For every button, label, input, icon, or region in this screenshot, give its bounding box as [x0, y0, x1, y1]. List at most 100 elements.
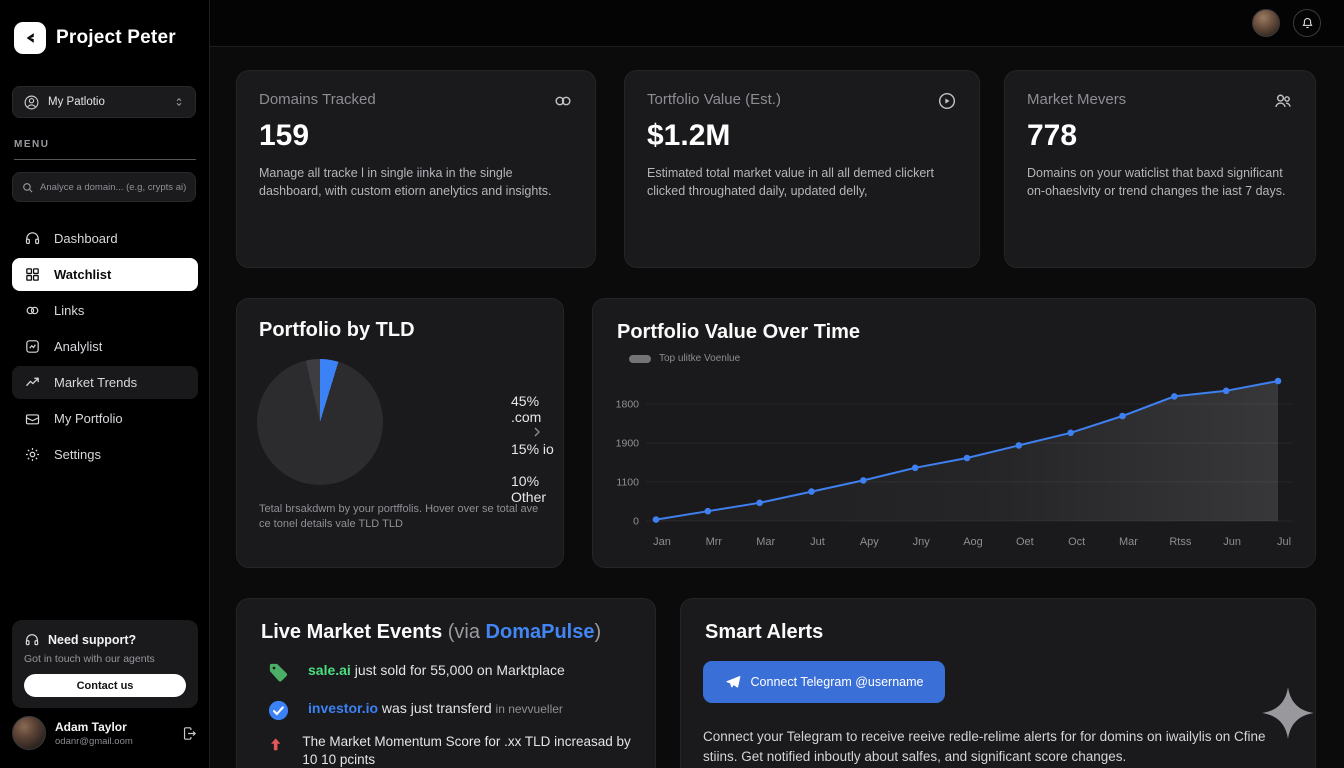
svg-text:Oct: Oct — [1068, 536, 1085, 548]
sidebar-item-watchlist[interactable]: Watchlist — [12, 258, 198, 291]
nav-label: Settings — [54, 447, 101, 462]
nav-label: My Portfolio — [54, 411, 123, 426]
event-domain[interactable]: investor.io — [308, 700, 379, 716]
search-input[interactable] — [40, 181, 187, 193]
legend-label: Top ulitke Voenlue — [659, 353, 741, 364]
trend-up-icon — [26, 377, 39, 387]
search-icon — [23, 182, 33, 192]
nav-label: Dashboard — [54, 231, 118, 246]
topbar-avatar[interactable] — [1252, 9, 1280, 37]
smart-alerts-card: Smart Alerts Connect Telegram @username … — [680, 598, 1316, 768]
nav-label: Links — [54, 303, 85, 318]
legend-item-io: 15% io — [511, 441, 554, 457]
logo: Project Peter — [14, 22, 176, 54]
stat-card-domains-tracked: Domains Tracked 159 Manage all tracke l … — [236, 70, 596, 268]
portfolio-by-tld-card: Portfolio by TLD 45% .com 15% io 10% Oth… — [236, 298, 564, 568]
workspace-selector[interactable]: My Patlotio — [12, 86, 196, 118]
sidebar-item-settings[interactable]: Settings — [12, 438, 198, 471]
legend-swatch — [629, 354, 651, 363]
event-transfer: investor.io was just transferd in nevvue… — [267, 699, 563, 722]
sidebar-item-market-trends[interactable]: Market Trends — [12, 366, 198, 399]
tag-icon — [269, 663, 288, 682]
svg-text:Jan: Jan — [653, 536, 671, 548]
check-circle-icon — [268, 700, 289, 721]
user-email: odanr@gmail.oom — [55, 735, 133, 747]
briefcase-icon — [25, 414, 40, 425]
stat-title: Market Mevers — [1027, 91, 1127, 108]
tld-card-title: Portfolio by TLD — [259, 319, 415, 341]
portfolio-value-chart-card: Portfolio Value Over Time Top ulitke Voe… — [592, 298, 1316, 568]
legend-item-com: 45% .com — [511, 393, 542, 425]
stat-title: Tortfolio Value (Est.) — [647, 91, 781, 108]
alerts-description: Connect your Telegram to receive reeive … — [703, 729, 1266, 764]
stat-description: Domains on your waticlist that baxd sign… — [1027, 166, 1286, 198]
person-circle-icon — [24, 95, 39, 109]
menu-section-label: MENU — [14, 139, 50, 150]
chart-title: Portfolio Value Over Time — [617, 321, 861, 343]
contact-us-button[interactable]: Contact us — [24, 674, 186, 697]
sidebar-item-links[interactable]: Links — [12, 294, 198, 327]
headset-icon — [25, 634, 39, 646]
portfolio-line-chart: 0 1100 1900 1800 Jan Mrr Mar Jut Apy Jny Aog Oet Oct… — [616, 377, 1293, 548]
nav-label: Analylist — [54, 339, 103, 354]
disc-play-icon — [938, 92, 956, 110]
events-card-title: Live Market Events (via DomaPulse) — [261, 621, 631, 644]
notifications-button[interactable] — [1293, 9, 1321, 37]
connect-telegram-button[interactable]: Connect Telegram @username — [703, 661, 945, 703]
stat-description: Manage all tracke l in single iinka in t… — [259, 166, 552, 198]
sparkle-icon — [1262, 687, 1314, 739]
tld-footer-note: Tetal brsakdwm by your portffolis. Hover… — [259, 503, 539, 530]
stat-value: 159 — [259, 119, 310, 152]
svg-text:Apy: Apy — [860, 536, 879, 548]
stat-description: Estimated total market value in all all … — [647, 166, 934, 198]
svg-text:Jny: Jny — [913, 536, 931, 548]
svg-text:Oet: Oet — [1016, 536, 1034, 548]
connect-telegram-label: Connect Telegram @username — [750, 675, 924, 689]
svg-text:Jun: Jun — [1223, 536, 1241, 548]
legend-item-other: 10% Other — [511, 473, 547, 505]
chevron-up-down-icon — [176, 98, 182, 106]
domapulse-link[interactable]: DomaPulse — [485, 621, 595, 643]
user-name: Adam Taylor — [55, 719, 127, 734]
sidebar: Project Peter My Patlotio MENU Dashboard… — [0, 0, 210, 768]
users-icon — [1275, 94, 1291, 108]
support-title: Need support? — [48, 633, 137, 647]
svg-text:1800: 1800 — [616, 399, 640, 411]
svg-text:1100: 1100 — [616, 477, 639, 489]
link-icon — [26, 306, 39, 315]
chevron-right-icon[interactable] — [529, 423, 545, 441]
gear-icon — [25, 447, 40, 462]
event-sale: sale.ai just sold for 55,000 on Marktpla… — [267, 661, 565, 684]
stat-title: Domains Tracked — [259, 91, 376, 108]
event-text: was just transferd — [381, 700, 492, 716]
support-card: Need support? Got in touch with our agen… — [12, 620, 198, 708]
stat-value: $1.2M — [647, 119, 731, 152]
alerts-card-title: Smart Alerts — [705, 621, 824, 643]
sidebar-nav: Dashboard Watchlist Links Analylist Mark… — [12, 222, 198, 471]
workspace-label: My Patlotio — [48, 96, 105, 108]
logout-icon[interactable] — [181, 725, 198, 742]
bell-icon — [1301, 17, 1313, 28]
arrow-up-icon — [270, 738, 281, 751]
logo-icon — [14, 22, 46, 54]
event-muted-text: in nevvueller — [495, 702, 563, 716]
svg-text:0: 0 — [633, 516, 639, 528]
svg-text:Rtss: Rtss — [1169, 536, 1192, 548]
stat-card-market-movers: Market Mevers 778 Domains on your waticl… — [1004, 70, 1316, 268]
sidebar-item-analylist[interactable]: Analylist — [12, 330, 198, 363]
event-domain[interactable]: sale.ai — [308, 662, 351, 678]
tld-pie-chart — [257, 359, 383, 485]
svg-text:Jut: Jut — [810, 536, 825, 548]
sidebar-item-dashboard[interactable]: Dashboard — [12, 222, 198, 255]
event-text: The Market Momentum Score for .xx TLD in… — [302, 734, 631, 768]
domain-search — [12, 172, 196, 202]
sidebar-item-my-portfolio[interactable]: My Portfolio — [12, 402, 198, 435]
support-subtitle: Got in touch with our agents — [24, 653, 155, 665]
user-profile[interactable]: Adam Taylor odanr@gmail.oom — [12, 716, 198, 750]
event-momentum: The Market Momentum Score for .xx TLD in… — [267, 733, 637, 768]
stat-card-portfolio-value: Tortfolio Value (Est.) $1.2M Estimated t… — [624, 70, 980, 268]
events-title-text: Live Market Events — [261, 621, 443, 643]
menu-divider — [14, 159, 196, 160]
user-avatar — [12, 716, 46, 750]
